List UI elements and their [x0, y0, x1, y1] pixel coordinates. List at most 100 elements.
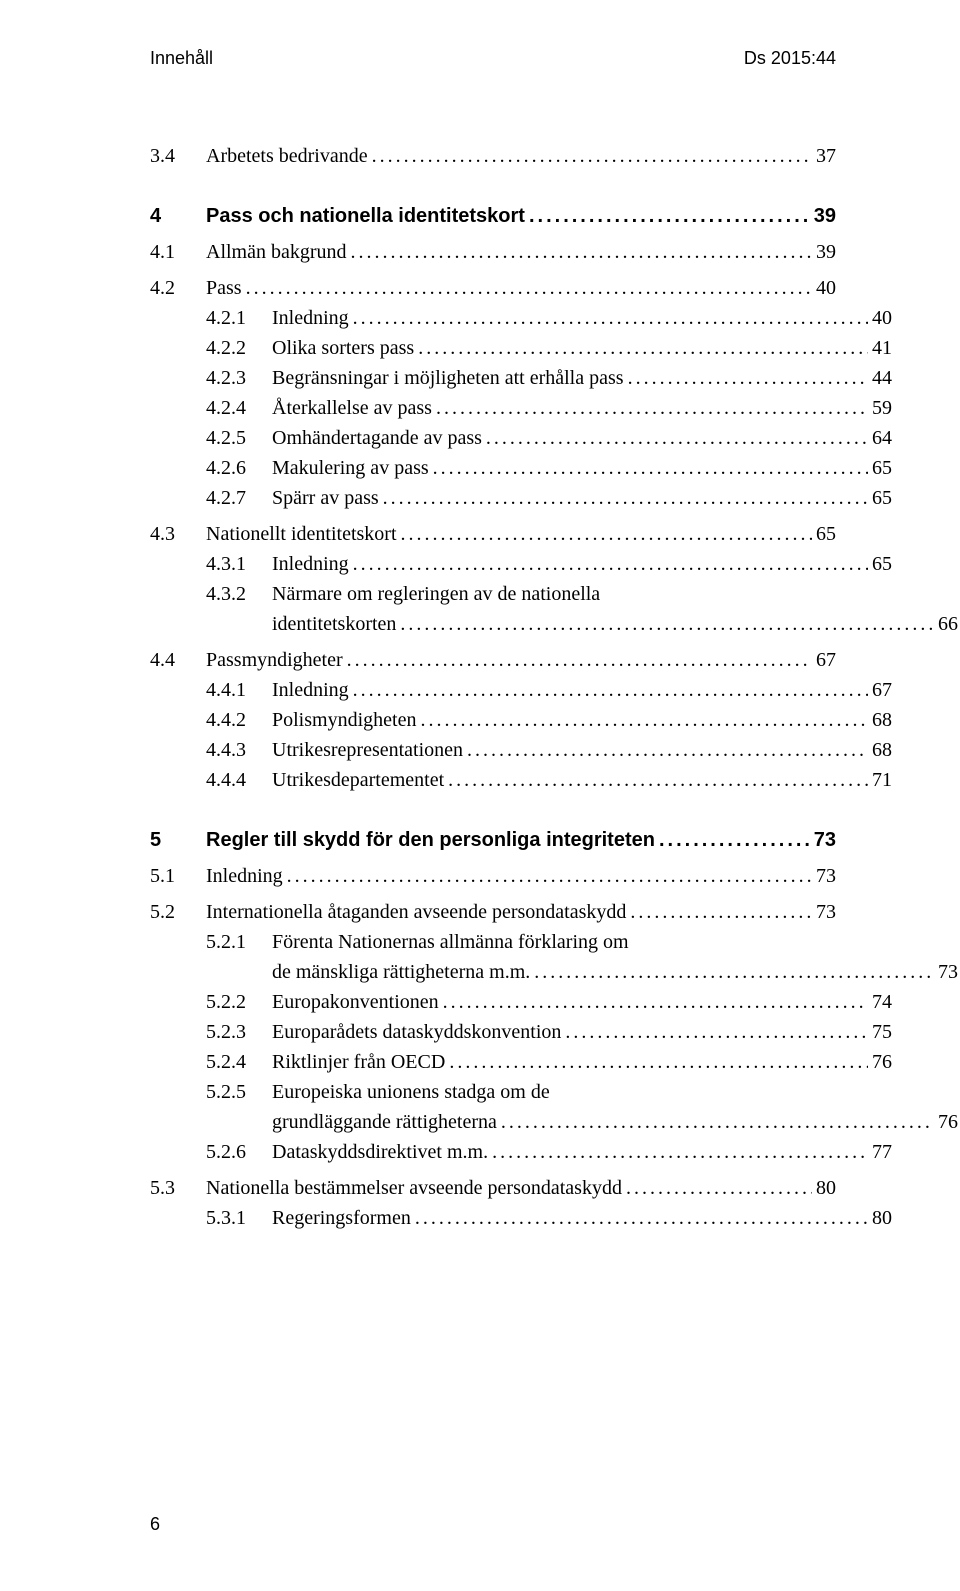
- toc-entry: 4.2.1Inledning..........................…: [150, 303, 892, 333]
- toc-title: Dataskyddsdirektivet m.m.: [272, 1137, 488, 1167]
- toc-entry: 4.3.1Inledning..........................…: [150, 549, 892, 579]
- toc-page: 73: [816, 897, 836, 927]
- toc-leader: ........................................…: [659, 825, 810, 855]
- toc-page: 39: [814, 201, 836, 231]
- toc-page: 65: [872, 453, 892, 483]
- toc-leader: ........................................…: [400, 609, 934, 639]
- toc-entry: 4.1Allmän bakgrund......................…: [150, 237, 836, 267]
- toc-entry: 5.2Internationella åtaganden avseende pe…: [150, 897, 836, 927]
- toc-entry: 4.4.1Inledning..........................…: [150, 675, 892, 705]
- toc-number: 4.4.1: [206, 675, 272, 705]
- toc-page: 73: [814, 825, 836, 855]
- toc-page: 71: [872, 765, 892, 795]
- toc-title: Återkallelse av pass: [272, 393, 432, 423]
- toc-title: Inledning: [206, 861, 283, 891]
- toc-title: Riktlinjer från OECD: [272, 1047, 445, 1077]
- toc-number: 4.2.4: [206, 393, 272, 423]
- toc-title: identitetskorten: [272, 609, 396, 639]
- toc-title: Polismyndigheten: [272, 705, 416, 735]
- running-header: Innehåll Ds 2015:44: [150, 48, 836, 69]
- toc-entry: 5.1Inledning............................…: [150, 861, 836, 891]
- toc-leader: ........................................…: [433, 453, 868, 483]
- toc-page: 65: [816, 519, 836, 549]
- toc-title: Europarådets dataskyddskonvention: [272, 1017, 561, 1047]
- toc-leader: ........................................…: [347, 645, 812, 675]
- toc-leader: ........................................…: [534, 957, 934, 987]
- toc-page: 77: [872, 1137, 892, 1167]
- toc-page: 67: [816, 645, 836, 675]
- toc-number: 4: [150, 201, 206, 231]
- toc-leader: ........................................…: [449, 1047, 868, 1077]
- toc-number: 5.3.1: [206, 1203, 272, 1233]
- toc-page: 64: [872, 423, 892, 453]
- toc-entry: 4.3.2Närmare om regleringen av de nation…: [150, 579, 892, 609]
- toc-leader: ........................................…: [492, 1137, 868, 1167]
- toc-entry: 4.2.7Spärr av pass......................…: [150, 483, 892, 513]
- toc-page: 67: [872, 675, 892, 705]
- toc-entry: 4.2Pass.................................…: [150, 273, 836, 303]
- toc-number: 5.2.1: [206, 927, 272, 957]
- toc-entry: 4Pass och nationella identitetskort.....…: [150, 201, 836, 231]
- toc-leader: ........................................…: [626, 1173, 812, 1203]
- toc-entry-continuation: identitetskorten........................…: [150, 609, 958, 639]
- toc-entry: 5.2.6Dataskyddsdirektivet m.m...........…: [150, 1137, 892, 1167]
- toc-page: 37: [816, 141, 836, 171]
- toc-number: 4.1: [150, 237, 206, 267]
- toc-title: Omhändertagande av pass: [272, 423, 482, 453]
- toc-number: 4.4.3: [206, 735, 272, 765]
- toc-entry: 4.4.2Polismyndigheten...................…: [150, 705, 892, 735]
- spacer: [150, 795, 836, 825]
- toc-title: Regeringsformen: [272, 1203, 411, 1233]
- toc-number: 5.3: [150, 1173, 206, 1203]
- toc-page: 73: [938, 957, 958, 987]
- toc-number: 4.4.2: [206, 705, 272, 735]
- toc-leader: ........................................…: [415, 1203, 868, 1233]
- toc-leader: ........................................…: [372, 141, 812, 171]
- toc-leader: ........................................…: [630, 897, 812, 927]
- toc-page: 74: [872, 987, 892, 1017]
- toc-entry: 4.4.3Utrikesrepresentationen............…: [150, 735, 892, 765]
- spacer: [150, 171, 836, 201]
- toc-title: Pass: [206, 273, 242, 303]
- toc-leader: ........................................…: [529, 201, 810, 231]
- toc-entry: 5.2.3Europarådets dataskyddskonvention..…: [150, 1017, 892, 1047]
- toc-entry: 4.2.2Olika sorters pass.................…: [150, 333, 892, 363]
- toc-title: Begränsningar i möjligheten att erhålla …: [272, 363, 624, 393]
- toc-number: 5.2.6: [206, 1137, 272, 1167]
- toc-entry: 5.3.1Regeringsformen....................…: [150, 1203, 892, 1233]
- toc-title: Makulering av pass: [272, 453, 429, 483]
- toc-title: Nationellt identitetskort: [206, 519, 397, 549]
- toc-title: Inledning: [272, 549, 349, 579]
- toc-leader: ........................................…: [353, 549, 868, 579]
- toc-number: 5.1: [150, 861, 206, 891]
- toc-leader: ........................................…: [467, 735, 868, 765]
- toc-number: 4.2.3: [206, 363, 272, 393]
- toc-leader: ........................................…: [353, 675, 868, 705]
- toc-leader: ........................................…: [351, 237, 812, 267]
- toc-title: Utrikesdepartementet: [272, 765, 444, 795]
- toc-entry: 5.2.1Förenta Nationernas allmänna förkla…: [150, 927, 892, 957]
- toc-entry: 5Regler till skydd för den personliga in…: [150, 825, 836, 855]
- toc-number: 4.2.7: [206, 483, 272, 513]
- toc-title: grundläggande rättigheterna: [272, 1107, 497, 1137]
- toc-number: 4.3: [150, 519, 206, 549]
- toc-page: 65: [872, 549, 892, 579]
- toc-number: 3.4: [150, 141, 206, 171]
- toc-page: 68: [872, 705, 892, 735]
- toc-page: 66: [938, 609, 958, 639]
- toc-leader: ........................................…: [448, 765, 868, 795]
- toc-number: 4.2.5: [206, 423, 272, 453]
- toc-title: Europeiska unionens stadga om de: [272, 1077, 550, 1107]
- toc-leader: ........................................…: [443, 987, 868, 1017]
- toc-number: 4.4.4: [206, 765, 272, 795]
- toc-entry-continuation: grundläggande rättigheterna.............…: [150, 1107, 958, 1137]
- toc-page: 40: [872, 303, 892, 333]
- page-number: 6: [150, 1514, 160, 1535]
- toc-page: 76: [938, 1107, 958, 1137]
- toc-entry: 5.3Nationella bestämmelser avseende pers…: [150, 1173, 836, 1203]
- toc-leader: ........................................…: [246, 273, 812, 303]
- toc-number: 5.2.4: [206, 1047, 272, 1077]
- toc-entry: 4.2.3Begränsningar i möjligheten att erh…: [150, 363, 892, 393]
- toc-title: Inledning: [272, 675, 349, 705]
- toc-number: 5: [150, 825, 206, 855]
